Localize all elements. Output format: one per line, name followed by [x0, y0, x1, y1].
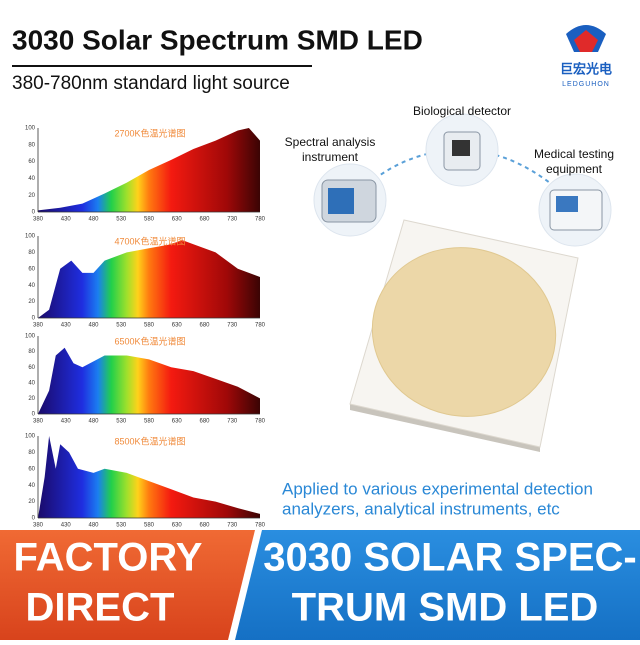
x-tick-label: 680: [199, 323, 210, 329]
x-tick-label: 630: [172, 323, 183, 329]
y-tick-label: 20: [28, 499, 35, 505]
panel-label: 6500K色温光谱图: [114, 335, 185, 346]
x-tick-label: 680: [199, 217, 210, 223]
x-tick-label: 430: [61, 419, 72, 425]
spectrum-area: [38, 240, 260, 318]
caption: Applied to various experimental detectio…: [282, 479, 593, 498]
y-tick-label: 80: [28, 349, 35, 355]
x-tick-label: 480: [88, 217, 99, 223]
banner-right-text: TRUM SMD LED: [292, 586, 599, 630]
x-tick-label: 530: [116, 323, 127, 329]
x-tick-label: 630: [172, 217, 183, 223]
y-tick-label: 60: [28, 365, 35, 371]
x-tick-label: 480: [88, 523, 99, 529]
x-tick-label: 530: [116, 217, 127, 223]
y-tick-label: 60: [28, 159, 35, 165]
y-tick-label: 80: [28, 142, 35, 148]
x-tick-label: 480: [88, 419, 99, 425]
subtitle: 380-780nm standard light source: [12, 73, 290, 94]
caption: analyzers, analytical instruments, etc: [282, 499, 560, 518]
x-tick-label: 680: [199, 419, 210, 425]
x-tick-label: 780: [255, 523, 266, 529]
led: [349, 219, 579, 452]
y-tick-label: 100: [25, 434, 36, 440]
banner-left: [0, 530, 255, 640]
x-tick-label: 430: [61, 323, 72, 329]
title: 3030 Solar Spectrum SMD LED: [12, 24, 423, 55]
banner-right: [235, 530, 640, 640]
x-tick-label: 580: [144, 323, 155, 329]
x-tick-label: 580: [144, 217, 155, 223]
y-tick-label: 40: [28, 176, 35, 182]
x-tick-label: 430: [61, 523, 72, 529]
banner-left-text: DIRECT: [26, 586, 175, 630]
y-tick-label: 80: [28, 250, 35, 256]
x-tick-label: 780: [255, 217, 266, 223]
application-label: Biological detector: [413, 104, 511, 118]
x-tick-label: 780: [255, 419, 266, 425]
x-tick-label: 380: [33, 217, 44, 223]
y-tick-label: 0: [32, 516, 36, 522]
logo-subtext: LEDGUHON: [562, 81, 610, 88]
x-tick-label: 380: [33, 419, 44, 425]
x-tick-label: 530: [116, 523, 127, 529]
spectrum-area: [38, 347, 260, 414]
logo-text: 巨宏光电: [560, 61, 612, 76]
x-tick-label: 580: [144, 523, 155, 529]
y-tick-label: 20: [28, 396, 35, 402]
y-tick-label: 40: [28, 483, 35, 489]
y-tick-label: 60: [28, 466, 35, 472]
spectrum-panel: 380 430 480 530 580 630 680 730 780 0 20 40 60 80 100 8…: [25, 434, 266, 529]
x-tick-label: 730: [227, 323, 238, 329]
banner-left-text: FACTORY: [14, 536, 203, 580]
y-tick-label: 0: [32, 316, 36, 322]
y-tick-label: 80: [28, 450, 35, 456]
y-tick-label: 0: [32, 412, 36, 418]
x-tick-label: 380: [33, 323, 44, 329]
application-label: instrument: [302, 150, 359, 164]
x-tick-label: 480: [88, 323, 99, 329]
y-tick-label: 20: [28, 193, 35, 199]
x-tick-label: 430: [61, 217, 72, 223]
y-tick-label: 100: [25, 234, 36, 240]
y-tick-label: 100: [25, 126, 36, 132]
spectrum-area: [38, 128, 260, 212]
panel-label: 2700K色温光谱图: [114, 127, 185, 138]
y-tick-label: 60: [28, 266, 35, 272]
x-tick-label: 580: [144, 419, 155, 425]
spectra: 380 430 480 530 580 630 680 730 780 0 20 40 60 80 100 2…: [25, 126, 266, 529]
application-label: Medical testing: [534, 147, 614, 161]
x-tick-label: 530: [116, 419, 127, 425]
logo: 巨宏光电 LEDGUHON: [560, 25, 612, 88]
y-tick-label: 20: [28, 299, 35, 305]
x-tick-label: 380: [33, 523, 44, 529]
x-tick-label: 730: [227, 419, 238, 425]
x-tick-label: 730: [227, 523, 238, 529]
panel-label: 4700K色温光谱图: [114, 235, 185, 246]
y-tick-label: 0: [32, 210, 36, 216]
y-tick-label: 40: [28, 380, 35, 386]
application-label: Spectral analysis: [285, 135, 376, 149]
x-tick-label: 630: [172, 523, 183, 529]
spectrum-panel: 380 430 480 530 580 630 680 730 780 0 20 40 60 80 100 4…: [25, 234, 266, 329]
spectrum-area: [38, 436, 260, 518]
spectrum-panel: 380 430 480 530 580 630 680 730 780 0 20 40 60 80 100 6…: [25, 334, 266, 425]
spectrum-panel: 380 430 480 530 580 630 680 730 780 0 20 40 60 80 100 2…: [25, 126, 266, 223]
x-tick-label: 780: [255, 323, 266, 329]
x-tick-label: 730: [227, 217, 238, 223]
panel-label: 8500K色温光谱图: [114, 435, 185, 446]
y-tick-label: 40: [28, 283, 35, 289]
application-label: equipment: [546, 162, 603, 176]
banner-right-text: 3030 SOLAR SPEC-: [263, 536, 636, 580]
x-tick-label: 680: [199, 523, 210, 529]
x-tick-label: 630: [172, 419, 183, 425]
devices: [313, 113, 612, 247]
y-tick-label: 100: [25, 334, 36, 340]
